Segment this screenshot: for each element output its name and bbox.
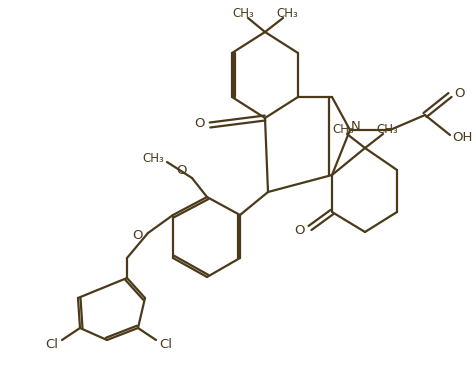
Text: Cl: Cl: [45, 337, 59, 350]
Text: OH: OH: [451, 131, 471, 144]
Text: Cl: Cl: [159, 337, 172, 350]
Text: O: O: [177, 163, 187, 177]
Text: O: O: [454, 86, 464, 99]
Text: CH₃: CH₃: [232, 6, 253, 19]
Text: CH₃: CH₃: [276, 6, 297, 19]
Text: CH₃: CH₃: [331, 123, 353, 135]
Text: N: N: [350, 120, 360, 132]
Text: O: O: [294, 224, 305, 236]
Text: CH₃: CH₃: [376, 123, 397, 135]
Text: O: O: [132, 229, 143, 242]
Text: CH₃: CH₃: [142, 151, 164, 165]
Text: O: O: [194, 116, 205, 129]
